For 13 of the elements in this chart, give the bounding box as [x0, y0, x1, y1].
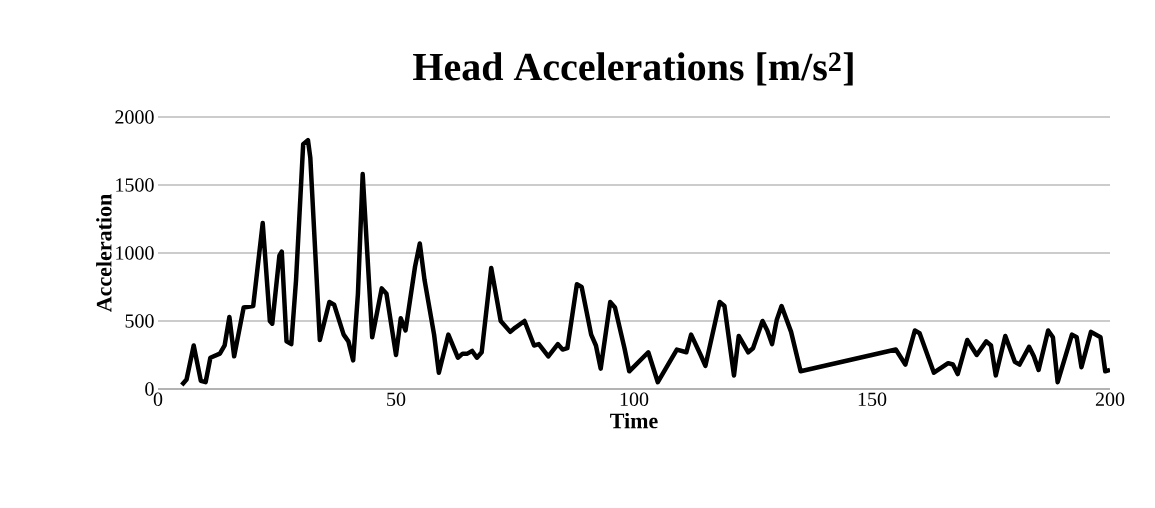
- y-axis-title: Acceleration: [96, 194, 112, 313]
- y-tick-label: 1500: [116, 178, 154, 192]
- y-tick-label: 2000: [115, 110, 154, 124]
- x-tick-label: 100: [620, 392, 649, 407]
- x-tick-label: 50: [387, 392, 406, 407]
- chart-title: Head Accelerations [m/s$^{2}$]: [413, 52, 853, 86]
- x-tick-label: 150: [858, 392, 887, 407]
- y-tick-label: 500: [125, 314, 154, 328]
- x-tick-label: 200: [1095, 392, 1125, 407]
- line-series: [179, 137, 1111, 388]
- y-tick-label: 0: [145, 382, 154, 396]
- y-tick-label: 1000: [116, 246, 154, 260]
- x-axis-title: Time: [610, 412, 658, 429]
